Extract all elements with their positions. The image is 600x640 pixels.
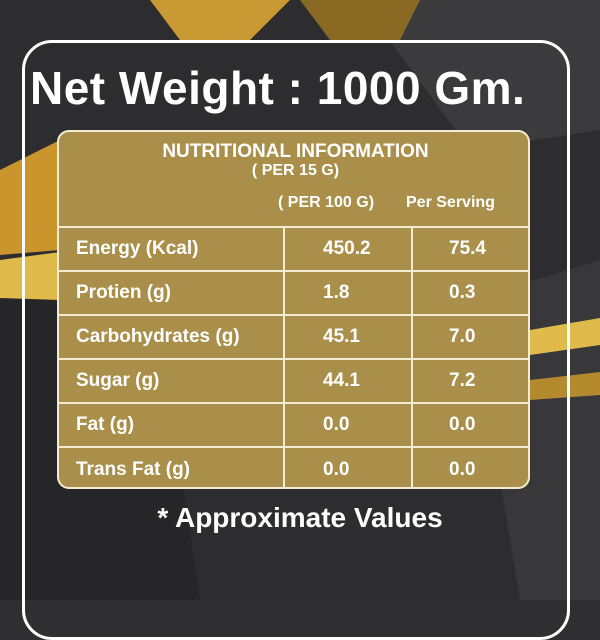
value-per-serving: 0.0 — [449, 414, 476, 435]
value-per-100g: 450.2 — [285, 228, 413, 270]
nutrient-name: Sugar (g) — [59, 360, 285, 402]
column-header-per-100g: ( PER 100 G) — [278, 194, 375, 211]
value-per-100g: 45.1 — [285, 316, 413, 358]
value-per-serving: 0.3 — [449, 282, 476, 303]
table-row: Fat (g) 0.0 0.0 — [59, 404, 528, 448]
net-weight-title: Net Weight : 1000 Gm. — [30, 62, 526, 114]
nutrient-name: Carbohydrates (g) — [59, 316, 285, 358]
approximate-values-note: * Approximate Values — [157, 502, 443, 533]
nutrition-heading: NUTRITIONAL INFORMATION — [162, 141, 429, 162]
nutrient-name: Protien (g) — [59, 272, 285, 314]
nutrition-table: Energy (Kcal) 450.2 75.4 Protien (g) 1.8… — [59, 226, 528, 487]
table-row: Protien (g) 1.8 0.3 — [59, 272, 528, 316]
nutrition-panel: NUTRITIONAL INFORMATION ( PER 15 G) ( PE… — [57, 130, 530, 489]
table-row: Sugar (g) 44.1 7.2 — [59, 360, 528, 404]
value-per-serving: 7.2 — [449, 370, 476, 391]
value-per-100g: 1.8 — [285, 272, 413, 314]
table-row: Carbohydrates (g) 45.1 7.0 — [59, 316, 528, 360]
value-per-100g: 0.0 — [285, 404, 413, 446]
nutrient-name: Trans Fat (g) — [59, 448, 285, 487]
serving-size-note: ( PER 15 G) — [251, 162, 340, 179]
value-per-serving: 7.0 — [449, 326, 476, 347]
value-per-serving: 0.0 — [449, 459, 476, 480]
value-per-serving: 75.4 — [449, 238, 486, 259]
table-row: Trans Fat (g) 0.0 0.0 — [59, 448, 528, 487]
nutrient-name: Fat (g) — [59, 404, 285, 446]
table-row: Energy (Kcal) 450.2 75.4 — [59, 228, 528, 272]
column-header-per-serving: Per Serving — [406, 194, 495, 211]
nutrient-name: Energy (Kcal) — [59, 228, 285, 270]
value-per-100g: 0.0 — [285, 448, 413, 487]
value-per-100g: 44.1 — [285, 360, 413, 402]
